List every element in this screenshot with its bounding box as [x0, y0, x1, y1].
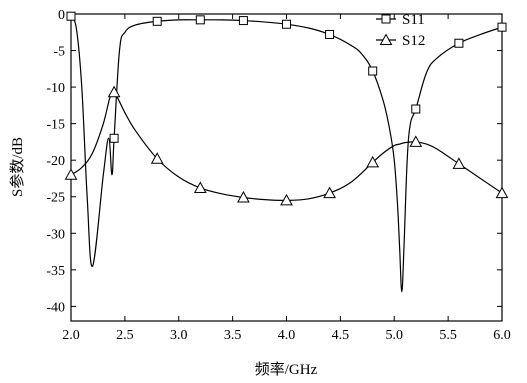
- data-point-s11: [152, 16, 162, 26]
- legend-label-s11: S11: [402, 12, 425, 28]
- series-line-s12: [70, 91, 503, 202]
- y-tick-label: -30: [46, 227, 65, 242]
- legend-marker-s11: [381, 14, 391, 24]
- data-point-s12: [323, 186, 336, 199]
- data-point-s11: [454, 38, 464, 48]
- y-tick-label: -5: [53, 45, 65, 60]
- data-point-s11: [195, 15, 205, 25]
- data-point-s12: [409, 135, 423, 147]
- x-tick-label: 2.0: [62, 328, 80, 343]
- data-point-s12: [237, 190, 250, 203]
- data-point-s11: [238, 16, 248, 26]
- x-tick-label: 3.0: [170, 328, 188, 343]
- y-tick-labels: 0 -5 -10 -15 -20 -25 -30 -35 -40: [46, 8, 65, 315]
- legend-marker-s12: [379, 33, 393, 45]
- x-axis-title: 频率/GHz: [255, 361, 318, 378]
- data-point-s12: [150, 152, 164, 164]
- data-point-s12: [366, 155, 380, 168]
- y-tick-label: 0: [58, 8, 65, 23]
- plot-frame: [70, 13, 503, 322]
- x-tick-label: 6.0: [493, 328, 511, 343]
- data-point-s12: [280, 193, 293, 206]
- data-point-s11: [325, 29, 335, 39]
- x-tick-labels: 2.0 2.5 3.0 3.5 4.0 4.5 5.0 5.5 6.0: [62, 328, 511, 343]
- series-line-s11: [70, 15, 503, 293]
- y-tick-label: -20: [46, 154, 65, 169]
- data-point-s12: [64, 168, 78, 180]
- x-tick-label: 4.0: [278, 328, 296, 343]
- y-tick-label: -25: [46, 191, 65, 206]
- x-tick-label: 5.0: [386, 328, 404, 343]
- y-tick-label: -10: [46, 81, 65, 96]
- data-point-s11: [497, 22, 507, 32]
- data-point-s12: [107, 85, 121, 98]
- y-axis-title: S参数/dB: [9, 137, 26, 197]
- data-point-s11: [411, 104, 421, 114]
- data-point-s12: [495, 186, 509, 199]
- tick-marks: [70, 13, 503, 321]
- y-tick-label: -15: [46, 118, 65, 133]
- y-tick-label: -35: [46, 264, 65, 279]
- data-point-s11: [66, 11, 76, 21]
- x-tick-label: 2.5: [116, 328, 134, 343]
- data-point-s12: [193, 181, 207, 193]
- x-tick-label: 5.5: [439, 328, 457, 343]
- x-tick-label: 4.5: [332, 328, 350, 343]
- legend-label-s12: S12: [402, 33, 425, 49]
- y-tick-label: -40: [46, 300, 65, 315]
- data-point-s11: [368, 66, 378, 76]
- data-point-s11: [109, 133, 119, 143]
- series-markers: [64, 11, 509, 206]
- series-curves: [70, 15, 503, 293]
- data-point-s11: [282, 19, 291, 29]
- data-point-s12: [452, 157, 466, 169]
- x-tick-label: 3.5: [224, 328, 242, 343]
